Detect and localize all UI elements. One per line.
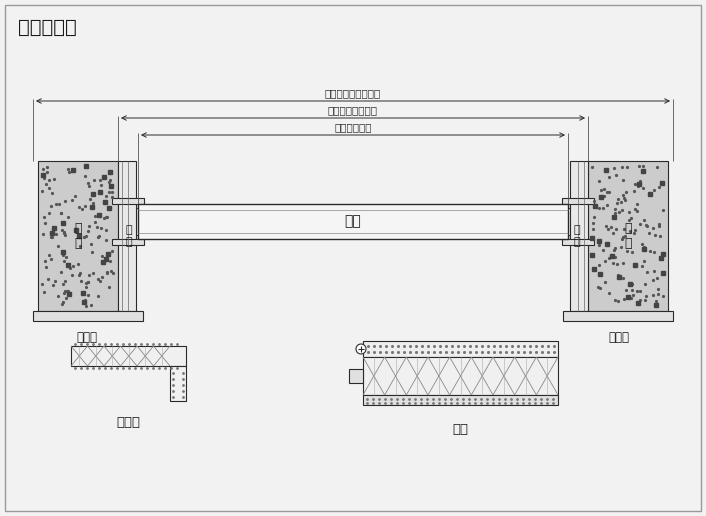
Text: 门套: 门套: [452, 423, 468, 436]
Bar: [136, 203, 144, 207]
Text: 剖面示意图: 剖面示意图: [18, 18, 77, 37]
Text: 门扇: 门扇: [345, 214, 361, 228]
Text: 门套线: 门套线: [76, 331, 97, 344]
Bar: [38, 161, 118, 311]
Text: 墙
体: 墙 体: [624, 222, 632, 250]
Text: 门套线外计宽度尺寸: 门套线外计宽度尺寸: [325, 88, 381, 98]
Bar: [563, 311, 673, 321]
Bar: [363, 341, 558, 357]
Text: 门套线: 门套线: [116, 416, 140, 429]
Bar: [349, 369, 363, 383]
Text: 门扇宽度尺寸: 门扇宽度尺寸: [334, 122, 372, 132]
Bar: [588, 161, 668, 311]
Bar: [138, 203, 568, 238]
Bar: [562, 198, 594, 203]
Bar: [363, 395, 558, 405]
Text: 门
套: 门 套: [574, 225, 580, 247]
Bar: [562, 234, 570, 238]
Text: 门套线: 门套线: [609, 331, 630, 344]
Bar: [363, 357, 558, 395]
Bar: [562, 203, 570, 207]
Text: 墙
体: 墙 体: [74, 222, 82, 250]
Bar: [112, 238, 144, 245]
Bar: [562, 238, 594, 245]
Bar: [112, 198, 144, 203]
Text: 门
套: 门 套: [126, 225, 132, 247]
Bar: [136, 234, 144, 238]
Bar: [118, 161, 136, 311]
Bar: [170, 366, 186, 401]
Text: 门套外计宽度尺寸: 门套外计宽度尺寸: [328, 105, 378, 115]
Bar: [33, 311, 143, 321]
Bar: [570, 161, 588, 311]
Circle shape: [356, 344, 366, 354]
Bar: [71, 346, 186, 366]
